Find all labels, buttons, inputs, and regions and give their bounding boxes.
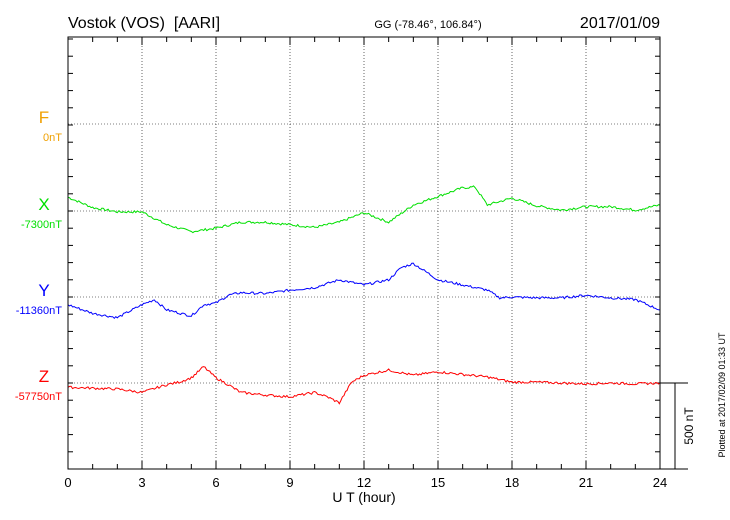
x-tick-label: 15 [431, 475, 445, 490]
grid [67, 37, 661, 470]
x-tick-label: 9 [286, 475, 293, 490]
series-baseline-x: -7300nT [21, 219, 62, 231]
trace-z [67, 366, 661, 405]
x-tick-label: 18 [505, 475, 519, 490]
plot-frame [67, 36, 661, 470]
x-tick-label: 6 [212, 475, 219, 490]
chart-coords: GG (-78.46°, 106.84°) [374, 19, 481, 31]
series-name-x: X [38, 195, 49, 214]
scale-bar-label: 500 nT [682, 407, 696, 445]
series-baseline-z: -57750nT [15, 391, 62, 403]
series-name-y: Y [38, 281, 49, 300]
x-axis-label: U T (hour) [332, 489, 395, 505]
x-tick-label: 3 [138, 475, 145, 490]
plotted-note: Plotted at 2017/02/09 01:33 UT [717, 332, 727, 458]
series-name-f: F [39, 108, 49, 127]
x-tick-label: 24 [653, 475, 667, 490]
chart-title: Vostok (VOS) [AARI] [68, 15, 220, 32]
traces [67, 185, 661, 405]
trace-y [67, 262, 661, 320]
x-tick-labels: 0 3 6 9 12 15 18 21 24 [64, 475, 667, 490]
series-baseline-y: -11360nT [16, 305, 63, 317]
x-tick-label: 12 [357, 475, 371, 490]
x-tick-label: 21 [579, 475, 593, 490]
trace-x [67, 185, 661, 234]
x-tick-label: 0 [64, 475, 71, 490]
chart-date: 2017/01/09 [580, 15, 660, 32]
series-baseline-f: 0nT [43, 132, 62, 144]
series-name-z: Z [39, 367, 49, 386]
series-labels: F 0nT X -7300nT Y -11360nT Z -57750nT [15, 108, 62, 403]
scale-bar: 500 nT [660, 382, 696, 470]
